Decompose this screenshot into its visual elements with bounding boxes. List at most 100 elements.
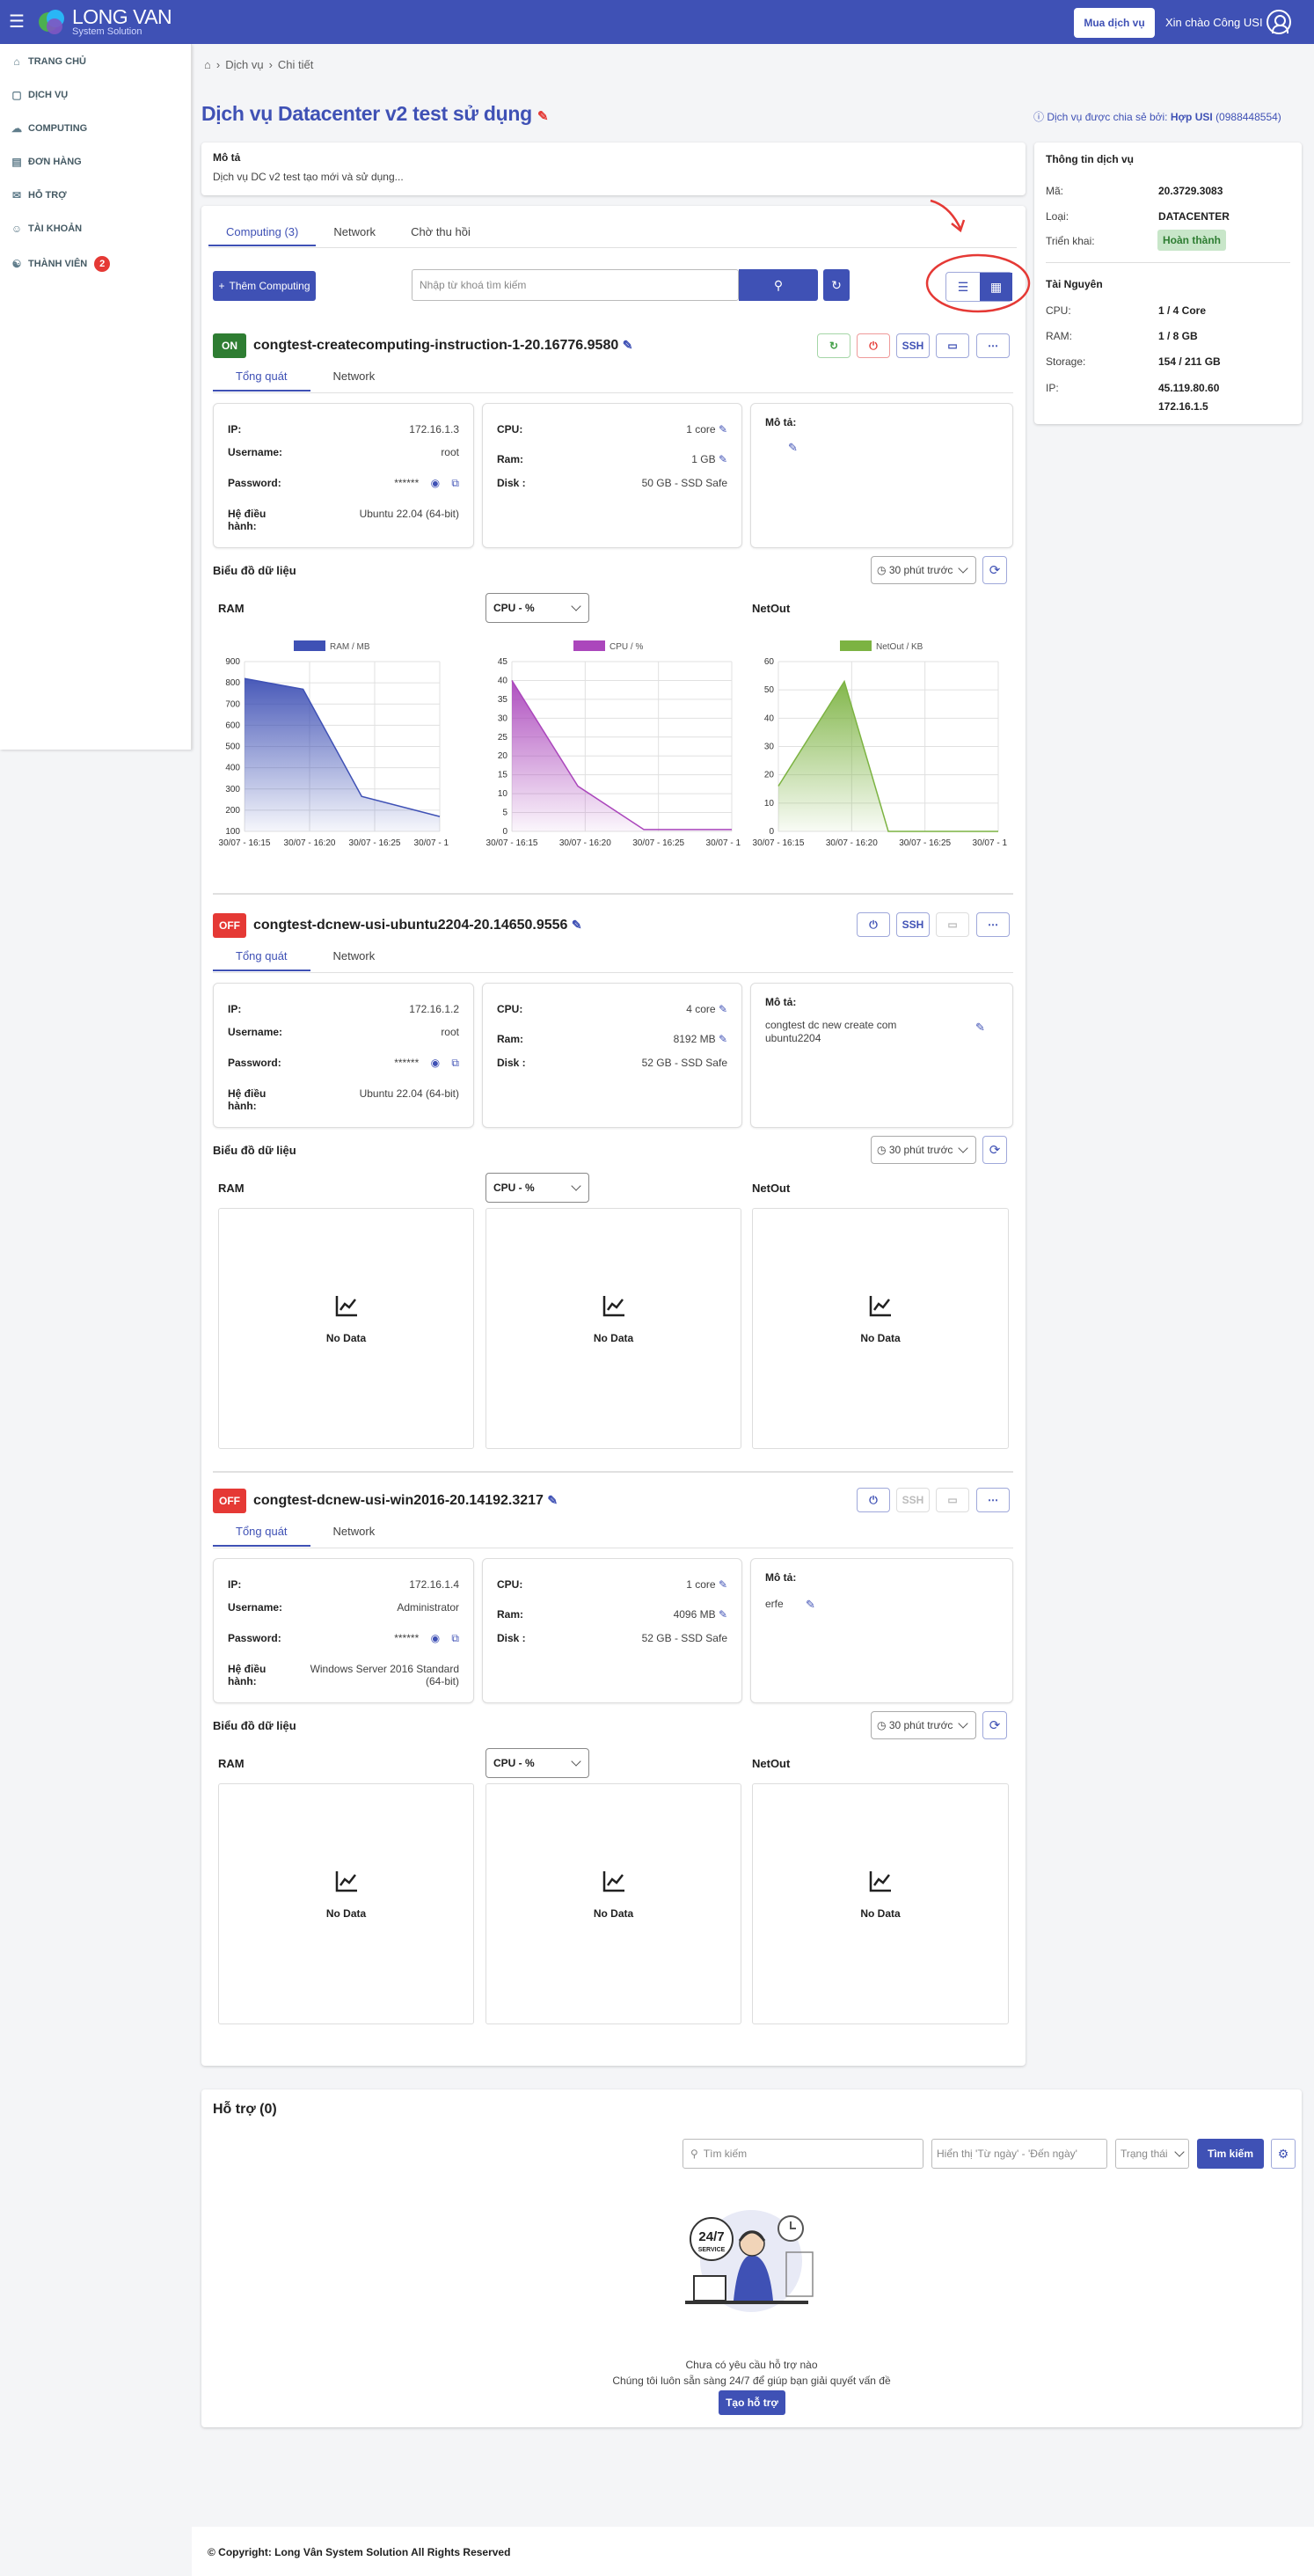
grid-view-icon[interactable]: ▦: [980, 273, 1012, 301]
sidebar-item-orders[interactable]: ▤ ĐƠN HÀNG: [11, 153, 81, 171]
status-badge: OFF: [213, 913, 246, 938]
cpu-metric-select[interactable]: CPU - %: [485, 1748, 589, 1778]
edit-ram-icon[interactable]: ✎: [718, 1033, 727, 1045]
empty-message: Chưa có yêu cầu hỗ trợ nào: [685, 2359, 818, 2371]
power-on-button[interactable]: ⏻: [857, 912, 890, 937]
support-search-input[interactable]: ⚲ Tìm kiếm: [683, 2139, 923, 2169]
home-icon[interactable]: ⌂: [204, 58, 211, 71]
edit-description-icon[interactable]: ✎: [806, 1598, 815, 1611]
service-info-heading: Thông tin dịch vụ: [1046, 153, 1134, 165]
period-select[interactable]: ◷ 30 phút trước: [871, 1136, 976, 1164]
eye-icon[interactable]: ◉: [430, 1057, 441, 1069]
more-icon: ⋯: [988, 1494, 998, 1506]
footer-text: © Copyright: Long Vân System Solution Al…: [208, 2546, 511, 2558]
edit-cpu-icon[interactable]: ✎: [718, 1003, 727, 1015]
buy-service-button[interactable]: Mua dịch vụ: [1074, 8, 1155, 38]
refresh-icon: ⟳: [989, 1143, 1001, 1158]
sidebar-item-label: TRANG CHỦ: [28, 56, 86, 67]
sidebar-item-services[interactable]: ▢ DỊCH VỤ: [11, 86, 68, 104]
edit-cpu-icon[interactable]: ✎: [718, 1578, 727, 1591]
members-icon: ☯: [11, 258, 22, 270]
power-on-button[interactable]: ⏻: [857, 1488, 890, 1512]
cpu-metric-select[interactable]: CPU - %: [485, 1173, 589, 1203]
search-input[interactable]: Nhập từ khoá tìm kiếm: [412, 269, 739, 301]
date-range-input[interactable]: Hiển thị 'Từ ngày' - 'Đến ngày': [931, 2139, 1107, 2169]
ssh-button[interactable]: SSH: [896, 333, 930, 358]
eye-icon[interactable]: ◉: [430, 1632, 441, 1644]
sidebar-item-label: DỊCH VỤ: [28, 90, 69, 100]
edit-name-icon[interactable]: ✎: [547, 1493, 558, 1507]
refresh-chart-button[interactable]: ⟳: [982, 1136, 1007, 1164]
tab-network[interactable]: Network: [332, 949, 376, 962]
edit-description-icon[interactable]: ✎: [975, 1021, 985, 1034]
reset-button[interactable]: ↻: [823, 269, 850, 301]
tab-pending-recall[interactable]: Chờ thu hồi: [411, 225, 471, 238]
sidebar-item-support[interactable]: ✉ HỖ TRỢ: [11, 187, 67, 204]
y-tick-label: 100: [225, 827, 240, 837]
breadcrumb-services[interactable]: Dịch vụ: [225, 58, 264, 71]
cpu-value: 1 core: [686, 423, 716, 435]
status-filter-select[interactable]: Trạng thái: [1115, 2139, 1189, 2169]
ssh-button[interactable]: SSH: [896, 912, 930, 937]
tab-network[interactable]: Network: [333, 225, 376, 238]
sidebar-item-account[interactable]: ☺ TÀI KHOẢN: [11, 220, 82, 238]
sidebar-item-home[interactable]: ⌂ TRANG CHỦ: [11, 53, 86, 70]
list-view-icon[interactable]: ☰: [957, 279, 969, 294]
chevron-down-icon: [958, 1718, 968, 1729]
copy-icon[interactable]: ⧉: [451, 477, 459, 489]
edit-ram-icon[interactable]: ✎: [718, 1608, 727, 1621]
tab-overview[interactable]: Tổng quát: [213, 943, 310, 971]
refresh-chart-button[interactable]: ⟳: [982, 1711, 1007, 1739]
shared-by-name: Hợp USI: [1170, 111, 1213, 123]
legend-swatch: [840, 640, 872, 651]
tab-overview[interactable]: Tổng quát: [213, 363, 310, 392]
chevron-right-icon: ›: [215, 58, 221, 71]
user-greeting[interactable]: Xin chào Công USI: [1165, 16, 1263, 29]
power-off-button[interactable]: ⏻: [857, 333, 890, 358]
menu-icon[interactable]: ☰: [9, 12, 25, 32]
console-button[interactable]: ▭: [936, 912, 969, 937]
ram-value: 1 GB: [691, 453, 716, 465]
edit-description-icon[interactable]: ✎: [788, 441, 798, 454]
more-button[interactable]: ⋯: [976, 1488, 1010, 1512]
period-select[interactable]: ◷ 30 phút trước: [871, 556, 976, 584]
username-value: root: [441, 1026, 459, 1038]
filter-button[interactable]: ⚙: [1271, 2139, 1296, 2169]
create-support-button[interactable]: Tạo hỗ trợ: [719, 2390, 785, 2415]
support-search-button[interactable]: Tìm kiếm: [1197, 2139, 1264, 2169]
sidebar-item-members[interactable]: ☯ THÀNH VIÊN 2: [11, 255, 111, 273]
tab-overview[interactable]: Tổng quát: [213, 1519, 310, 1547]
period-select[interactable]: ◷ 30 phút trước: [871, 1711, 976, 1739]
ssh-button[interactable]: SSH: [896, 1488, 930, 1512]
support-heading: Hỗ trợ (0): [213, 2102, 277, 2117]
search-button[interactable]: ⚲: [739, 269, 818, 301]
footer: © Copyright: Long Vân System Solution Al…: [192, 2527, 1314, 2576]
more-button[interactable]: ⋯: [976, 333, 1010, 358]
add-computing-label: Thêm Computing: [229, 280, 310, 292]
console-button[interactable]: ▭: [936, 1488, 969, 1512]
edit-cpu-icon[interactable]: ✎: [718, 423, 727, 435]
hardware-info-card: CPU: 4 core ✎ Ram: 8192 MB ✎ Disk : 52 GB -…: [482, 983, 742, 1128]
edit-name-icon[interactable]: ✎: [571, 918, 582, 932]
eye-icon[interactable]: ◉: [430, 477, 441, 489]
edit-ram-icon[interactable]: ✎: [718, 453, 727, 465]
resource-value: 172.16.1.5: [1158, 400, 1208, 413]
cpu-metric-select[interactable]: CPU - %: [485, 593, 589, 623]
copy-icon[interactable]: ⧉: [451, 1632, 459, 1644]
sidebar-item-computing[interactable]: ☁ COMPUTING: [11, 120, 87, 137]
tab-computing[interactable]: Computing (3): [208, 218, 317, 246]
cpu-chart-empty: No Data: [485, 1783, 741, 2024]
edit-title-icon[interactable]: ✎: [537, 109, 549, 124]
tab-network[interactable]: Network: [332, 1525, 376, 1538]
restart-button[interactable]: ↻: [817, 333, 850, 358]
refresh-chart-button[interactable]: ⟳: [982, 556, 1007, 584]
console-button[interactable]: ▭: [936, 333, 969, 358]
more-button[interactable]: ⋯: [976, 912, 1010, 937]
account-icon[interactable]: [1267, 10, 1291, 34]
tab-network[interactable]: Network: [332, 370, 376, 383]
add-computing-button[interactable]: + Thêm Computing: [213, 271, 316, 301]
no-data-text: No Data: [325, 1332, 367, 1344]
copy-icon[interactable]: ⧉: [451, 1057, 459, 1069]
edit-name-icon[interactable]: ✎: [622, 338, 633, 352]
monitor-icon: ▭: [947, 918, 958, 931]
